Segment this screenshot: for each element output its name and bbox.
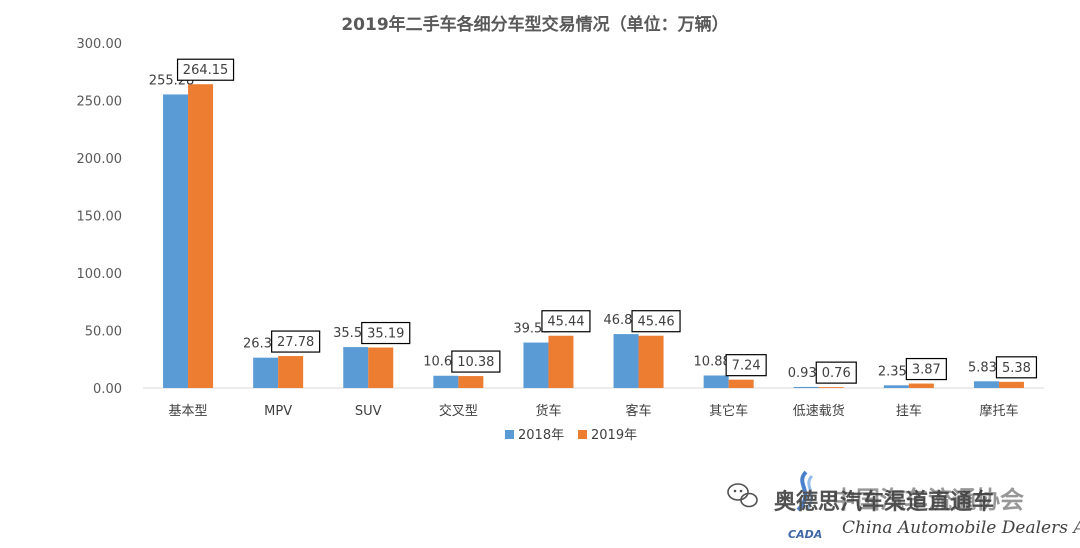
data-label: 0.93 — [788, 366, 817, 381]
x-category-label: MPV — [264, 404, 292, 419]
data-label: 35.19 — [367, 327, 404, 342]
data-label: 26.38 — [243, 337, 280, 352]
data-label-box — [541, 310, 591, 333]
y-tick-label: 150.00 — [77, 210, 123, 225]
bar-2018年-挂车 — [883, 385, 909, 388]
data-label: 46.88 — [603, 313, 640, 328]
data-label-box — [271, 330, 321, 353]
data-label: 45.46 — [637, 315, 674, 330]
legend-label-2018: 2018年 — [518, 428, 564, 443]
bar-2019年-低速载货 — [818, 387, 844, 388]
cada-logo-icon: CADA — [788, 470, 822, 541]
wechat-account-name: 奥德思汽车渠道直通车 — [774, 489, 994, 515]
bar-2018年-摩托车 — [973, 381, 999, 388]
data-label-box — [815, 361, 857, 384]
x-category-label: 货车 — [535, 403, 561, 419]
x-category-label: 挂车 — [896, 403, 922, 419]
data-label: 10.66 — [423, 355, 460, 370]
y-tick-label: 0.00 — [93, 382, 122, 397]
y-axis: 0.00 50.00 100.00 150.00 200.00 250.00 300.00 — [77, 37, 123, 397]
bar-2018年-其它车 — [703, 375, 729, 388]
bar-2018年-基本型 — [163, 94, 189, 388]
chart-title: 2019年二手车各细分车型交易情况（单位：万辆） — [341, 14, 728, 35]
bars — [163, 84, 1024, 388]
y-tick-label: 250.00 — [77, 95, 123, 110]
data-label-box — [176, 58, 235, 81]
association-name-en: China Automobile Dealers Association — [842, 518, 1080, 538]
legend-label-2019: 2019年 — [591, 428, 637, 443]
y-tick-label: 100.00 — [77, 267, 123, 282]
data-label-box — [905, 357, 947, 381]
data-label: 7.24 — [732, 359, 761, 374]
bar-2019年-其它车 — [728, 379, 754, 388]
bar-2018年-SUV — [343, 347, 369, 388]
data-label-box — [631, 310, 681, 333]
data-label-box — [361, 321, 411, 345]
data-label: 39.51 — [513, 322, 550, 337]
bar-2019年-货车 — [548, 335, 574, 388]
bar-2018年-客车 — [613, 334, 639, 388]
data-label: 27.78 — [277, 335, 314, 350]
data-label: 35.58 — [333, 326, 370, 341]
x-category-label: 客车 — [626, 403, 652, 419]
x-category-label: 基本型 — [169, 404, 208, 419]
bar-2019年-SUV — [368, 347, 394, 388]
x-category-label: 低速载货 — [793, 403, 845, 419]
bar-2019年-交叉型 — [458, 376, 484, 388]
wechat-icon — [727, 483, 758, 508]
x-category-labels: 基本型 MPV SUV 交叉型 货车 客车 其它车 低速载货 挂车 摩托车 — [169, 403, 1019, 419]
legend-swatch-2019 — [578, 430, 587, 439]
data-label: 264.15 — [183, 63, 229, 78]
bar-2019年-MPV — [278, 356, 304, 388]
data-labels: 255.28264.1526.3827.7835.5835.1910.6610.… — [149, 58, 1038, 384]
data-label-box — [725, 354, 767, 377]
watermark: CADA 奥德思汽车渠道直通车 中国汽车流通协会 China Automobil… — [727, 470, 1080, 541]
data-label-box — [451, 350, 501, 373]
data-label: 10.88 — [694, 354, 731, 369]
y-tick-label: 50.00 — [85, 325, 122, 340]
x-category-label: SUV — [355, 404, 382, 419]
legend-swatch-2018 — [505, 430, 514, 439]
association-name-cn: 中国汽车流通协会 — [832, 485, 1024, 514]
data-label-box — [995, 356, 1038, 379]
x-category-label: 交叉型 — [439, 403, 478, 419]
bar-2018年-交叉型 — [433, 375, 459, 388]
x-category-label: 其它车 — [709, 403, 748, 419]
data-label: 0.76 — [822, 366, 851, 381]
y-tick-label: 200.00 — [77, 152, 123, 167]
data-label: 10.38 — [457, 355, 494, 370]
data-label: 5.38 — [1002, 361, 1031, 376]
data-label: 2.35 — [878, 364, 907, 379]
cada-logo-text: CADA — [788, 528, 822, 541]
bar-2018年-低速载货 — [793, 386, 819, 388]
bar-2018年-货车 — [523, 342, 549, 388]
bar-2019年-基本型 — [188, 84, 214, 388]
bar-2019年-挂车 — [908, 383, 934, 388]
data-label: 3.87 — [912, 363, 941, 378]
y-tick-label: 300.00 — [77, 37, 123, 52]
bar-2019年-客车 — [638, 335, 664, 388]
bar-2019年-摩托车 — [998, 381, 1024, 388]
data-label: 5.83 — [968, 360, 997, 375]
legend: 2018年 2019年 — [505, 428, 637, 443]
data-label: 45.44 — [547, 315, 584, 330]
bar-2018年-MPV — [253, 357, 279, 388]
x-category-label: 摩托车 — [979, 403, 1018, 419]
